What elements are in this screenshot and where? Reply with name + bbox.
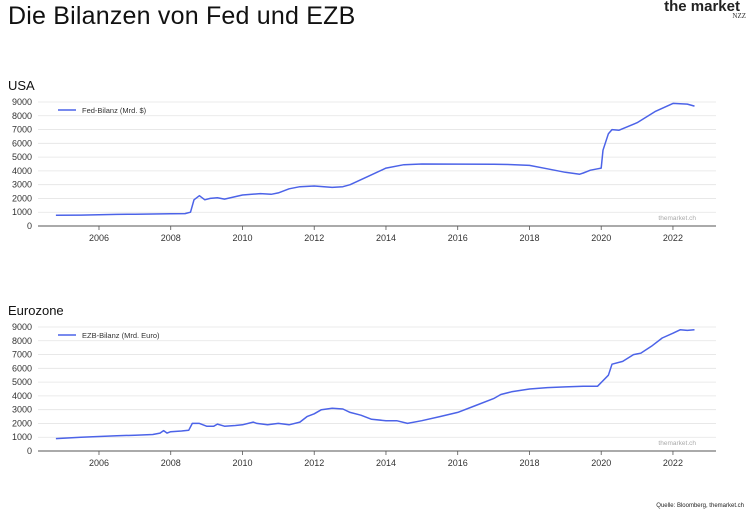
x-tick-label: 2010 — [232, 458, 252, 468]
series-line — [55, 102, 695, 217]
y-tick-label: 2000 — [12, 418, 32, 428]
y-tick-label: 3000 — [12, 405, 32, 415]
y-tick-label: 6000 — [12, 363, 32, 373]
y-tick-label: 4000 — [12, 391, 32, 401]
x-tick-label: 2018 — [519, 458, 539, 468]
y-tick-label: 8000 — [12, 111, 32, 121]
y-tick-label: 0 — [27, 446, 32, 456]
x-tick-label: 2020 — [591, 233, 611, 243]
x-tick-label: 2018 — [519, 233, 539, 243]
y-tick-label: 7000 — [12, 125, 32, 135]
y-tick-label: 3000 — [12, 180, 32, 190]
brand-name: the market — [664, 0, 740, 15]
legend-label: Fed-Bilanz (Mrd. $) — [82, 106, 147, 115]
y-tick-label: 5000 — [12, 377, 32, 387]
x-tick-label: 2012 — [304, 458, 324, 468]
x-tick-label: 2016 — [448, 458, 468, 468]
y-tick-label: 1000 — [12, 432, 32, 442]
y-tick-label: 6000 — [12, 138, 32, 148]
y-tick-label: 0 — [27, 221, 32, 231]
y-tick-label: 1000 — [12, 207, 32, 217]
x-tick-label: 2016 — [448, 233, 468, 243]
x-tick-label: 2014 — [376, 233, 396, 243]
y-tick-label: 2000 — [12, 193, 32, 203]
watermark: themarket.ch — [658, 440, 696, 447]
usa-chart: 0 1000 2000 3000 4000 5000 6000 7000 8000 9000 200… — [12, 97, 716, 243]
x-tick-label: 2010 — [232, 233, 252, 243]
x-tick-label: 2012 — [304, 233, 324, 243]
x-tick-label: 2022 — [663, 458, 683, 468]
y-tick-label: 5000 — [12, 152, 32, 162]
x-tick-label: 2014 — [376, 458, 396, 468]
x-tick-label: 2008 — [161, 233, 181, 243]
source-note: Quelle: Bloomberg, themarket.ch — [656, 503, 744, 509]
brand-logo: the market NZZ — [656, 0, 746, 22]
brand-sub: NZZ — [732, 12, 746, 20]
x-tick-label: 2022 — [663, 233, 683, 243]
page-title: Die Bilanzen von Fed und EZB — [8, 2, 356, 30]
x-tick-label: 2020 — [591, 458, 611, 468]
watermark: themarket.ch — [658, 215, 696, 222]
usa-chart-title: USA — [8, 78, 35, 93]
eurozone-chart-title: Eurozone — [8, 303, 64, 318]
y-tick-label: 8000 — [12, 336, 32, 346]
legend-label: EZB-Bilanz (Mrd. Euro) — [82, 331, 160, 340]
eurozone-chart: 0 1000 2000 3000 4000 5000 6000 7000 8000 9000 200… — [12, 322, 716, 468]
y-tick-label: 7000 — [12, 350, 32, 360]
x-tick-label: 2006 — [89, 233, 109, 243]
x-tick-label: 2008 — [161, 458, 181, 468]
y-tick-label: 9000 — [12, 322, 32, 332]
y-tick-label: 4000 — [12, 166, 32, 176]
series-line — [55, 329, 695, 440]
x-tick-label: 2006 — [89, 458, 109, 468]
y-tick-label: 9000 — [12, 97, 32, 107]
